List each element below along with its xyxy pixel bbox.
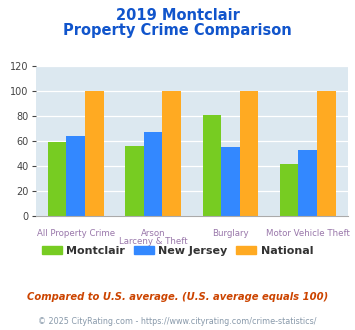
Bar	[299, 150, 317, 216]
Bar	[280, 164, 299, 216]
Bar	[221, 147, 240, 216]
Bar	[202, 115, 221, 216]
Bar	[317, 91, 335, 216]
Bar	[144, 132, 162, 216]
Bar	[85, 91, 104, 216]
Text: Motor Vehicle Theft: Motor Vehicle Theft	[266, 229, 350, 238]
Text: All Property Crime: All Property Crime	[37, 229, 115, 238]
Text: Larceny & Theft: Larceny & Theft	[119, 237, 187, 247]
Bar	[48, 142, 66, 216]
Text: Compared to U.S. average. (U.S. average equals 100): Compared to U.S. average. (U.S. average …	[27, 292, 328, 302]
Text: Arson: Arson	[141, 229, 165, 238]
Bar	[240, 91, 258, 216]
Text: Property Crime Comparison: Property Crime Comparison	[63, 23, 292, 38]
Bar	[125, 146, 144, 216]
Bar	[162, 91, 181, 216]
Bar	[66, 136, 85, 216]
Text: © 2025 CityRating.com - https://www.cityrating.com/crime-statistics/: © 2025 CityRating.com - https://www.city…	[38, 317, 317, 326]
Legend: Montclair, New Jersey, National: Montclair, New Jersey, National	[37, 241, 318, 260]
Text: Burglary: Burglary	[212, 229, 248, 238]
Text: 2019 Montclair: 2019 Montclair	[116, 8, 239, 23]
